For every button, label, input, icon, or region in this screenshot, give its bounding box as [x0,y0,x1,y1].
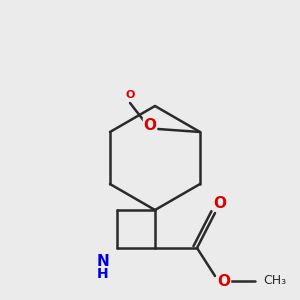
Text: CH₃: CH₃ [263,274,286,287]
Text: O: O [143,118,157,134]
Text: O: O [218,274,230,289]
Text: O: O [214,196,226,211]
Text: H: H [97,267,109,281]
Text: N: N [97,254,110,269]
Text: O: O [125,90,135,100]
